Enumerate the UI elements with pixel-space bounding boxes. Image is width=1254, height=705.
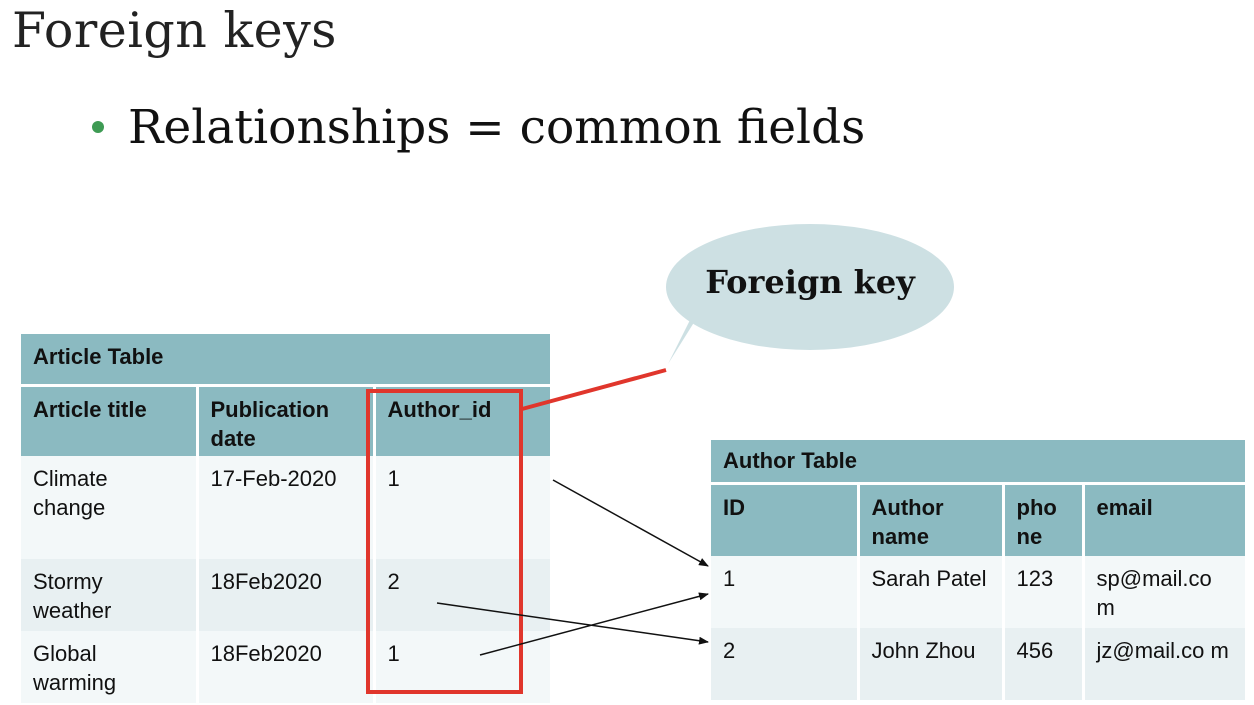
author-table: Author Table ID Author name pho ne email…	[711, 440, 1246, 700]
article-cell: Climate change	[21, 455, 197, 559]
author-table-caption: Author Table	[711, 440, 1246, 484]
author-cell: sp@mail.co m	[1081, 555, 1246, 628]
article-table-caption: Article Table	[21, 334, 551, 386]
author-header-phone: pho ne	[1001, 483, 1083, 556]
slide-title: Foreign keys	[12, 2, 337, 59]
article-cell: 17-Feb-2020	[195, 455, 374, 559]
author-cell: 456	[1001, 627, 1083, 700]
foreign-key-highlight-box	[366, 389, 523, 694]
author-header-email: email	[1081, 483, 1246, 556]
bullet-text: Relationships = common fields	[128, 100, 866, 155]
callout-label: Foreign key	[705, 263, 915, 301]
table-row: 1 Sarah Patel 123 sp@mail.co m	[711, 555, 1246, 628]
author-cell: jz@mail.co m	[1081, 627, 1246, 700]
author-cell: John Zhou	[856, 627, 1003, 700]
author-cell: Sarah Patel	[856, 555, 1003, 628]
article-table: Article Table Article title Publication …	[21, 334, 551, 703]
author-header-id: ID	[711, 483, 858, 556]
author-header-name: Author name	[856, 483, 1003, 556]
foreign-key-callout: Foreign key	[666, 224, 954, 350]
arrow-row2-to-author2	[436, 602, 709, 645]
bullet-dot-icon	[92, 121, 104, 133]
article-cell: 18Feb2020	[195, 630, 374, 703]
table-row: 2 John Zhou 456 jz@mail.co m	[711, 627, 1246, 700]
callout-connector-line	[521, 368, 667, 411]
bullet-point: Relationships = common fields	[92, 100, 865, 155]
arrow-row1-to-author1	[552, 479, 709, 567]
article-cell: Stormy weather	[21, 558, 197, 631]
article-header-date: Publication date	[195, 385, 374, 456]
author-cell: 1	[711, 555, 858, 628]
arrow-row3-to-author1	[479, 592, 709, 656]
article-cell: Global warming	[21, 630, 197, 703]
article-header-title: Article title	[21, 385, 197, 456]
author-cell: 2	[711, 627, 858, 700]
article-cell: 18Feb2020	[195, 558, 374, 631]
author-cell: 123	[1001, 555, 1083, 628]
